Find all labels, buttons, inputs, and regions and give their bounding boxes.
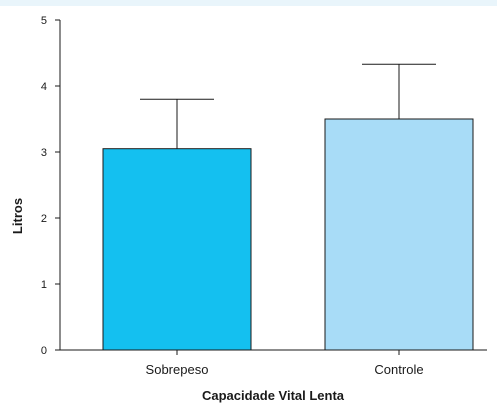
y-tick-label: 5 [41,15,47,27]
y-axis-title: Litros [10,198,25,234]
bars-group [102,118,474,351]
y-tick-label: 2 [41,213,47,225]
x-category-label: Sobrepeso [146,362,209,377]
top-band [0,0,497,6]
y-tick-label: 3 [41,147,47,159]
y-tick-label: 4 [41,81,47,93]
x-axis-title: Capacidade Vital Lenta [202,388,345,403]
x-category-label: Controle [374,362,423,377]
x-categories-group: Sobrepeso Controle [146,350,424,377]
error-bars-group [140,63,436,149]
y-tick-label: 0 [41,345,47,357]
y-tick-label: 1 [41,279,47,291]
y-ticks-group: 0 1 2 3 4 5 [41,15,60,357]
bar-sobrepeso [102,148,252,351]
bar-controle [324,118,474,351]
